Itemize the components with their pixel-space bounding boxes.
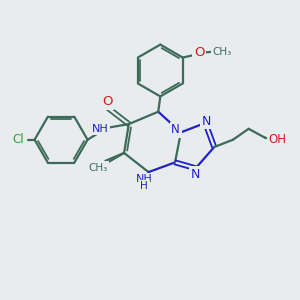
Text: methyl_ph: methyl_ph	[95, 164, 103, 166]
Text: Cl: Cl	[13, 133, 24, 146]
Text: methyl: methyl	[98, 165, 103, 166]
Text: O: O	[102, 95, 112, 108]
Text: CH₃: CH₃	[88, 163, 107, 173]
Text: H: H	[140, 181, 148, 191]
Text: N: N	[190, 168, 200, 181]
Text: OH: OH	[268, 134, 286, 146]
Text: N: N	[171, 124, 180, 136]
Text: NH: NH	[136, 174, 152, 184]
Text: N: N	[201, 115, 211, 128]
Text: O: O	[194, 46, 205, 59]
Text: NH: NH	[92, 124, 108, 134]
Text: CH₃: CH₃	[213, 47, 232, 57]
